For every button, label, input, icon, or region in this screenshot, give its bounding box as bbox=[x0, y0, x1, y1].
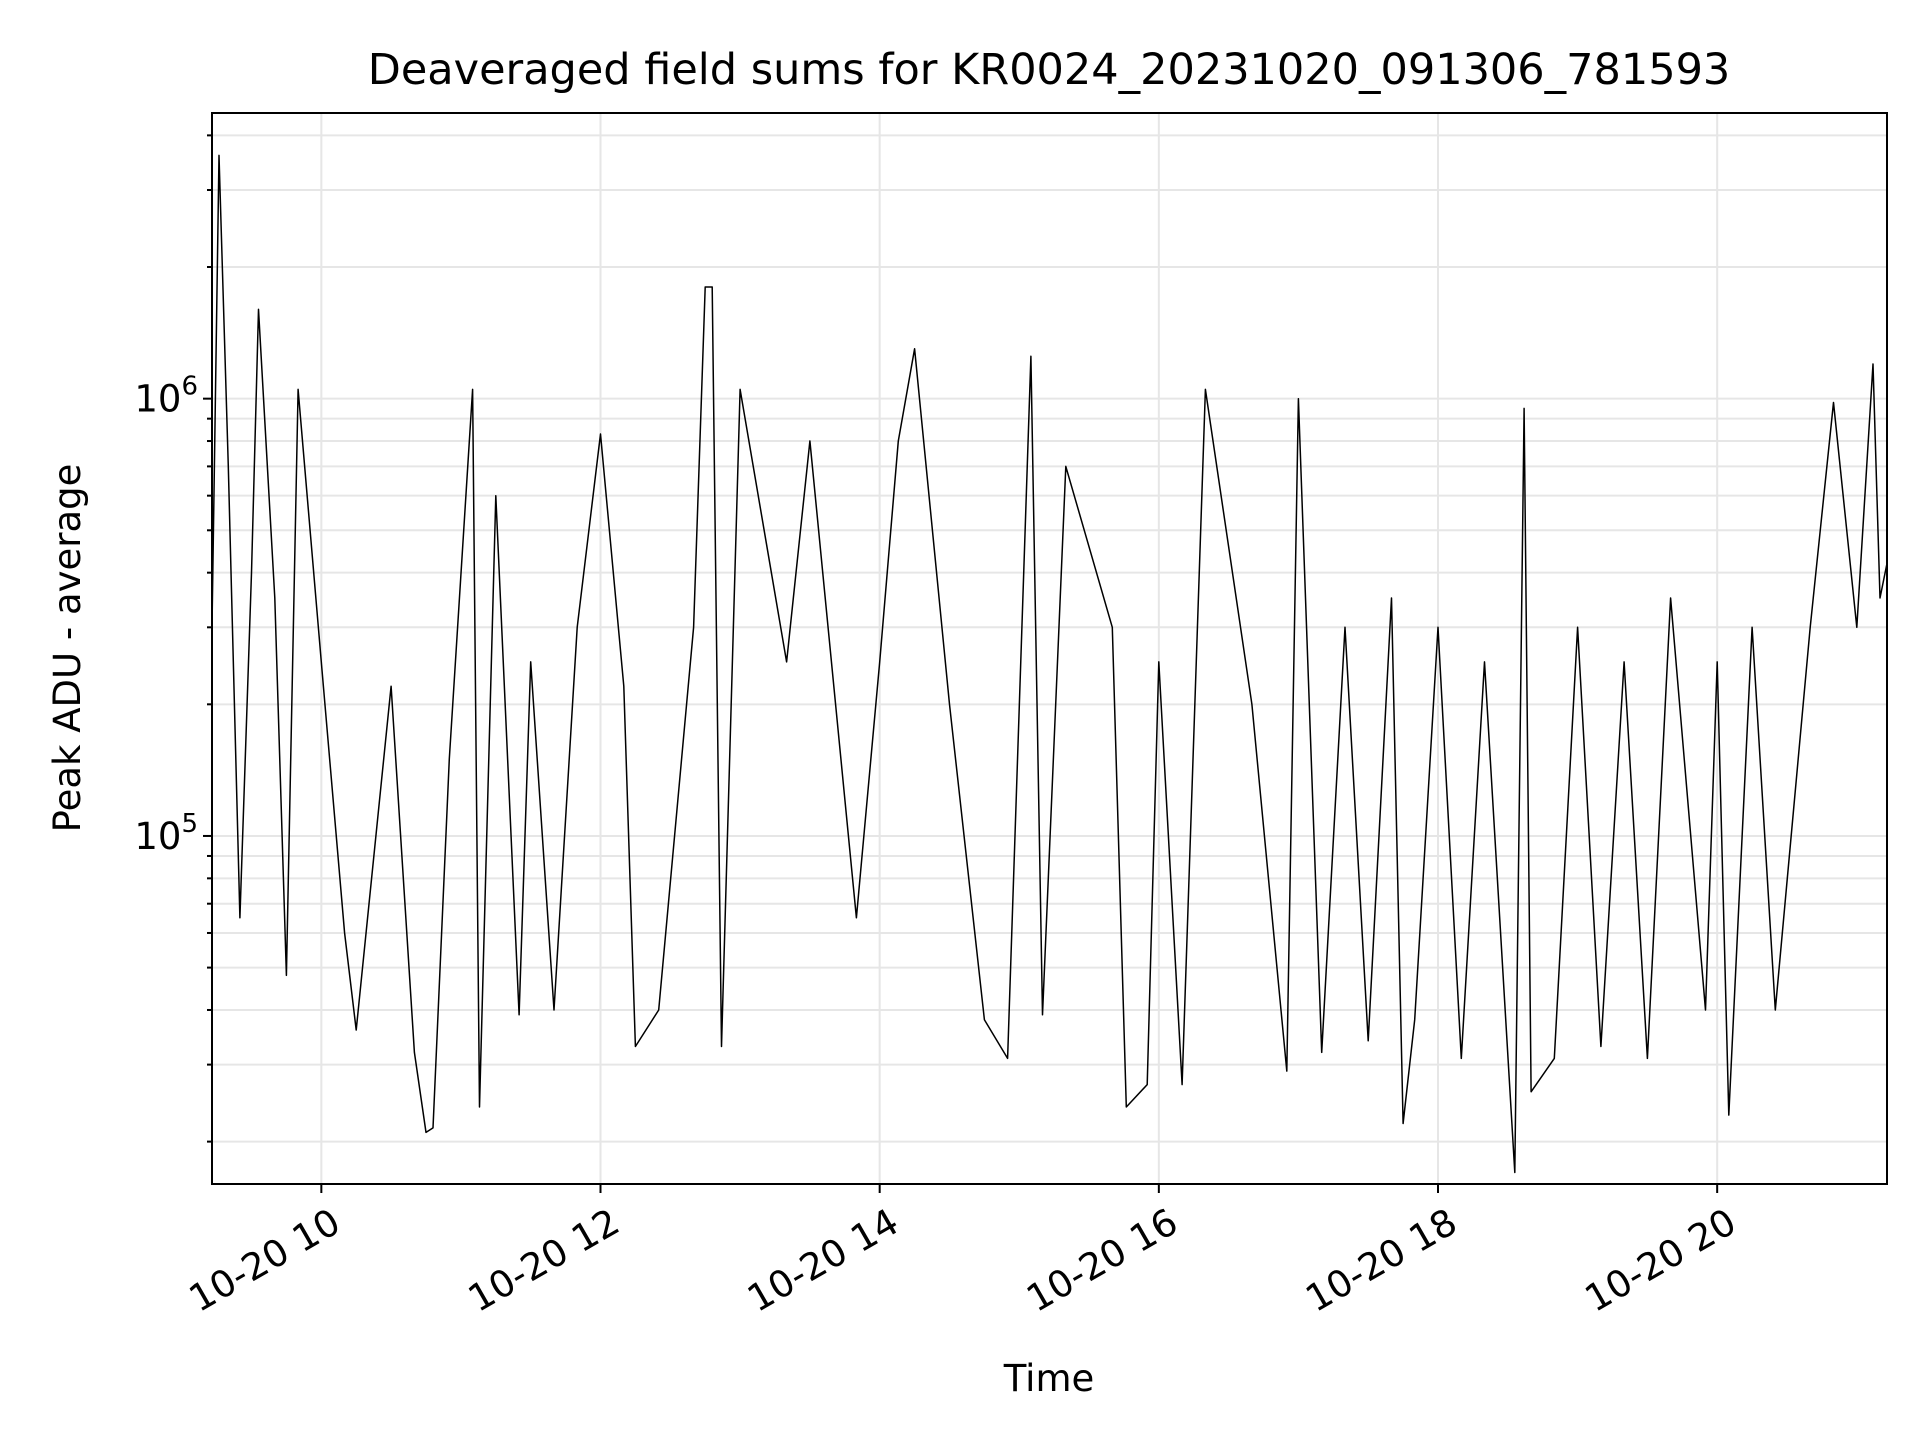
x-axis-label: Time bbox=[1003, 1357, 1095, 1400]
y-axis-label: Peak ADU - average bbox=[46, 464, 89, 833]
series-line bbox=[211, 154, 1888, 1174]
y-tick-label: 106 bbox=[134, 372, 198, 421]
chart-title: Deaveraged field sums for KR0024_2023102… bbox=[368, 45, 1731, 95]
plot-frame bbox=[211, 112, 1888, 1185]
grid bbox=[212, 113, 1887, 1184]
series-layer bbox=[211, 154, 1888, 1174]
y-tick-label: 105 bbox=[134, 809, 198, 858]
